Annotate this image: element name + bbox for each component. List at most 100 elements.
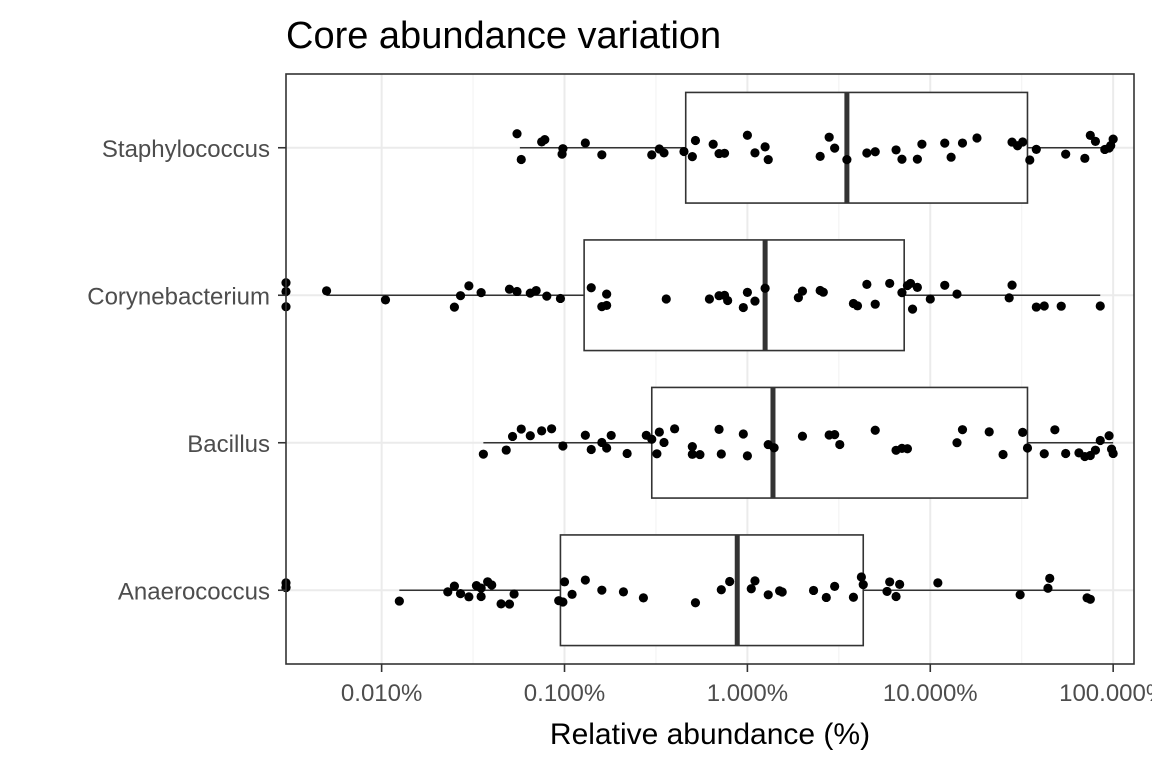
data-point [815, 151, 825, 161]
data-point [738, 429, 748, 439]
data-point [547, 424, 557, 434]
data-point [742, 451, 752, 461]
data-point [1022, 443, 1033, 453]
data-point [830, 581, 840, 591]
data-point [487, 580, 497, 590]
data-point [952, 289, 962, 299]
y-tick-label: Corynebacterium [87, 283, 270, 310]
data-point [917, 139, 927, 149]
data-point [940, 138, 950, 148]
data-point [719, 148, 730, 158]
data-point [957, 138, 968, 148]
data-point [540, 135, 550, 145]
data-point [690, 135, 701, 146]
x-tick-label: 100.000% [1059, 680, 1152, 707]
data-point [496, 599, 506, 609]
x-tick-label: 0.010% [341, 680, 422, 707]
data-point [1039, 449, 1049, 459]
data-point [597, 585, 607, 595]
data-point [763, 590, 773, 600]
data-point [925, 294, 935, 304]
data-point [891, 591, 901, 602]
data-point [777, 587, 787, 597]
data-point [912, 154, 922, 164]
data-point [559, 577, 570, 587]
data-point [1015, 590, 1025, 600]
data-point [704, 294, 715, 304]
data-point [542, 291, 552, 301]
data-point [638, 593, 648, 603]
data-point [647, 434, 657, 444]
data-point [750, 148, 760, 158]
points-bacillus [478, 424, 1118, 462]
data-point [1004, 293, 1014, 303]
data-point [449, 302, 460, 312]
data-point [907, 304, 918, 314]
data-point [380, 295, 391, 305]
data-point [830, 430, 840, 440]
data-point [606, 430, 616, 441]
data-point [647, 150, 657, 160]
x-axis-title: Relative abundance (%) [550, 718, 870, 751]
data-point [687, 152, 697, 162]
data-point [1039, 301, 1049, 311]
data-point [808, 585, 819, 596]
data-point [555, 293, 566, 304]
data-point [870, 299, 880, 309]
data-point [848, 592, 859, 602]
data-point [1085, 594, 1095, 604]
data-point [1050, 425, 1060, 435]
data-point [1095, 301, 1105, 311]
data-point [695, 449, 705, 460]
data-point [972, 133, 982, 143]
data-point [1007, 280, 1017, 290]
data-point [760, 283, 770, 293]
data-point [652, 449, 662, 459]
data-point [912, 282, 922, 293]
boxplots [326, 91, 1114, 647]
data-point [885, 278, 895, 289]
data-point [679, 146, 689, 157]
data-point [797, 286, 808, 296]
data-point [512, 129, 522, 139]
data-point [891, 145, 901, 155]
data-point [940, 280, 950, 290]
data-point [952, 438, 962, 448]
y-tick-label: Anaerococcus [118, 578, 270, 605]
x-tick-label: 10.000% [883, 680, 978, 707]
data-point [746, 584, 756, 594]
points-corynebacterium [281, 278, 1105, 314]
data-point [504, 599, 515, 609]
data-point [622, 448, 632, 459]
data-point [885, 577, 895, 587]
data-point [750, 296, 760, 306]
data-point [525, 431, 535, 441]
data-point [558, 144, 568, 154]
data-point [1043, 583, 1053, 593]
data-point [769, 443, 779, 453]
data-point [580, 575, 590, 585]
data-point [716, 585, 726, 595]
data-point [742, 287, 752, 297]
data-point [998, 449, 1008, 460]
data-point [1095, 435, 1105, 446]
data-point [1045, 573, 1055, 583]
data-point [870, 147, 880, 157]
data-point [586, 283, 596, 293]
data-point [659, 437, 669, 448]
data-point [478, 449, 488, 459]
data-point [558, 597, 568, 607]
y-tick-label: Staphylococcus [102, 136, 270, 163]
boxplot-corynebacterium [326, 239, 1101, 352]
data-point [797, 431, 808, 441]
data-point [830, 143, 840, 153]
data-point [862, 279, 872, 289]
data-point [723, 295, 733, 306]
data-point [858, 580, 868, 590]
data-point [537, 426, 547, 436]
data-point [507, 431, 518, 442]
data-point [455, 589, 466, 599]
data-point [905, 278, 916, 289]
data-point [654, 427, 664, 437]
plot-border [285, 73, 1135, 665]
